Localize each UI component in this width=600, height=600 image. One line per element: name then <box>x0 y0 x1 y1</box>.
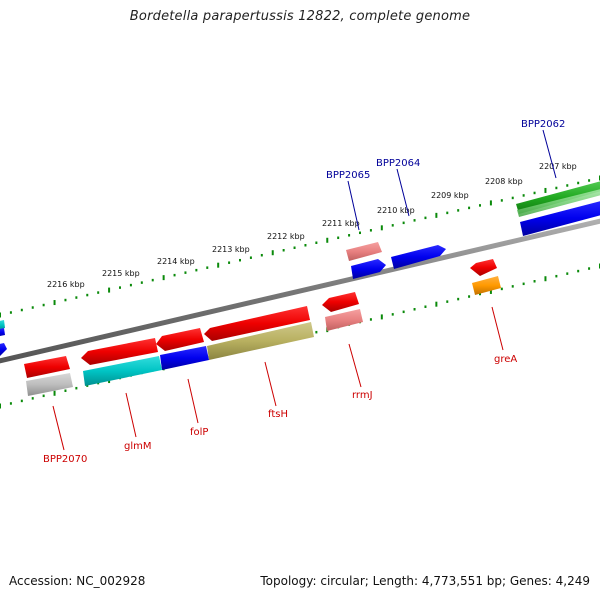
gene-label-group: BPP2062 BPP2064 BPP2065 greA rrmJ ftsH folP glm… <box>43 119 565 465</box>
gene-leader-line <box>187 378 199 424</box>
feature-arrow[interactable] <box>470 259 497 276</box>
gene-leader-line <box>348 343 362 388</box>
accession-text: Accession: NC_002928 <box>9 574 146 588</box>
tick-label: 2208 kbp <box>485 177 523 186</box>
tick-label: 2212 kbp <box>267 232 305 241</box>
feature-arrow[interactable] <box>520 200 600 236</box>
feature-arrow[interactable] <box>81 338 158 365</box>
gene-leader-line <box>347 180 360 231</box>
feature-arrow[interactable] <box>204 306 310 341</box>
feature-arrow[interactable] <box>207 322 314 360</box>
feature-arrow[interactable] <box>160 346 209 370</box>
gene-label[interactable]: greA <box>494 354 517 365</box>
gene-leader-line <box>264 361 277 407</box>
gene-leader-line <box>396 168 410 217</box>
tick-label: 2215 kbp <box>102 269 140 278</box>
feature-arrow[interactable] <box>322 292 359 312</box>
tick-label-group: 2207 kbp 2208 kbp 2209 kbp 2210 kbp 2211 kbp… <box>47 162 577 289</box>
feature-arrow[interactable] <box>351 259 386 279</box>
feature-arrow[interactable] <box>0 343 7 356</box>
feature-arrow[interactable] <box>346 242 382 261</box>
tick-label: 2214 kbp <box>157 257 195 266</box>
gene-label[interactable]: BPP2062 <box>521 119 565 130</box>
gene-label[interactable]: ftsH <box>268 409 288 420</box>
feature-arrow[interactable] <box>26 373 73 396</box>
page-title: Bordetella parapertussis 12822, complete… <box>129 9 471 24</box>
feature-arrow[interactable] <box>391 245 446 269</box>
genome-backbone <box>0 218 600 364</box>
feature-arrow[interactable] <box>83 356 162 386</box>
gene-label[interactable]: BPP2070 <box>43 454 87 465</box>
feature-arrow[interactable] <box>24 356 70 378</box>
gene-label[interactable]: rrmJ <box>352 390 373 401</box>
tick-label: 2210 kbp <box>377 206 415 215</box>
gene-label[interactable]: BPP2065 <box>326 170 370 181</box>
outer-tick-row <box>0 175 600 318</box>
gene-label[interactable]: glmM <box>124 441 152 452</box>
tick-label: 2207 kbp <box>539 162 577 171</box>
feature-arrow[interactable] <box>472 276 501 295</box>
topology-summary: Topology: circular; Length: 4,773,551 bp… <box>260 574 590 588</box>
gene-label[interactable]: folP <box>190 427 208 438</box>
gene-leader-line <box>491 306 504 351</box>
gene-label[interactable]: BPP2064 <box>376 158 420 169</box>
tick-label: 2211 kbp <box>322 219 360 228</box>
gene-leader-line <box>542 129 557 179</box>
feature-arrow[interactable] <box>0 328 5 337</box>
tick-label: 2216 kbp <box>47 280 85 289</box>
feature-track <box>0 181 600 396</box>
feature-arrow[interactable] <box>156 328 204 351</box>
feature-arrow[interactable] <box>517 188 600 217</box>
feature-arrow[interactable] <box>325 309 363 331</box>
gene-leader-line <box>52 405 65 451</box>
tick-label: 2213 kbp <box>212 245 250 254</box>
gene-leader-line <box>125 392 137 438</box>
tick-label: 2209 kbp <box>431 191 469 200</box>
feature-arrow[interactable] <box>0 320 5 330</box>
